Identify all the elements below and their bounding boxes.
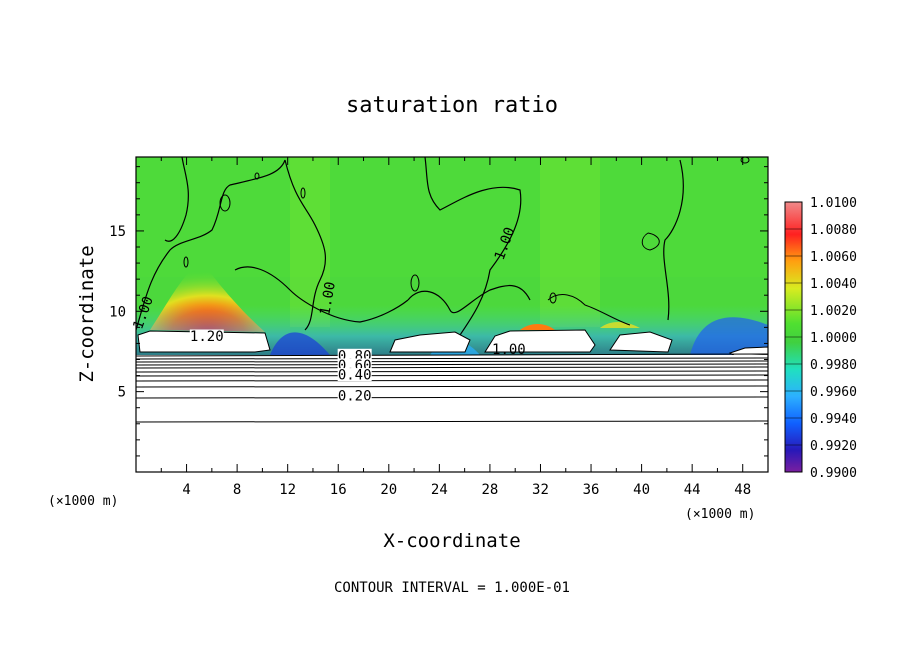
colorbar-label: 0.9980 xyxy=(810,358,857,373)
contour-label-bg xyxy=(189,329,224,343)
x-tick-label: 20 xyxy=(380,482,397,498)
x-axis: 4 8 12 16 20 24 28 32 36 40 44 48 xyxy=(160,157,751,498)
contour-label: 1.00 xyxy=(317,280,339,316)
x-unit-right: (×1000 m) xyxy=(685,507,755,522)
colorbar-label: 1.0060 xyxy=(810,250,857,265)
contour-label-group: 0.40 xyxy=(337,368,372,384)
contour-label: 0.20 xyxy=(338,388,372,404)
x-tick-label: 36 xyxy=(583,482,600,498)
plot-frame xyxy=(135,156,769,473)
colorbar-label: 0.9900 xyxy=(810,466,857,481)
contour-interval-text: CONTOUR INTERVAL = 1.000E-01 xyxy=(334,580,570,596)
contour-label: 1.00 xyxy=(492,342,526,358)
y-axis: 5 10 15 xyxy=(109,166,768,457)
y-tick-label: 5 xyxy=(118,385,126,401)
contour-label: 0.40 xyxy=(338,368,372,384)
x-tick-label: 44 xyxy=(684,482,701,498)
colorbar-label: 1.0100 xyxy=(810,196,857,211)
y-tick-label: 10 xyxy=(109,304,126,320)
colorbar-label: 1.0040 xyxy=(810,277,857,292)
x-tick-label: 4 xyxy=(182,482,190,498)
colorbar-label: 1.0000 xyxy=(810,331,857,346)
colorbar-label: 0.9920 xyxy=(810,439,857,454)
x-tick-label: 32 xyxy=(532,482,549,498)
plot-area xyxy=(136,157,768,472)
colorbar-label: 0.9960 xyxy=(810,385,857,400)
y-tick-label: 15 xyxy=(109,224,126,240)
x-unit-left: (×1000 m) xyxy=(48,494,118,509)
x-tick-label: 24 xyxy=(431,482,448,498)
x-tick-label: 28 xyxy=(481,482,498,498)
contour-label-group: 1.00 xyxy=(492,342,526,358)
x-tick-label: 16 xyxy=(330,482,347,498)
contour-label-group: 0.20 xyxy=(337,388,372,404)
contour-label-bg xyxy=(337,388,372,402)
colorbar-labels: 1.0100 1.0080 1.0060 1.0040 1.0020 1.0000 0.99… xyxy=(785,196,857,481)
y-axis-label: Z-coordinate xyxy=(76,245,98,382)
colorbar-label: 1.0020 xyxy=(810,304,857,319)
x-tick-label: 40 xyxy=(633,482,650,498)
contour-label-group: 1.00 xyxy=(317,280,339,316)
contour-label-group: 1.20 xyxy=(189,329,224,345)
x-tick-label: 12 xyxy=(279,482,296,498)
colorbar-label: 1.0080 xyxy=(810,223,857,238)
colorbar-label: 0.9940 xyxy=(810,412,857,427)
x-tick-label: 8 xyxy=(233,482,241,498)
contour-label-bg xyxy=(337,368,372,382)
contour-label: 1.20 xyxy=(190,329,224,345)
chart-title: saturation ratio xyxy=(346,93,558,118)
x-axis-label: X-coordinate xyxy=(383,530,520,552)
x-tick-label: 48 xyxy=(734,482,751,498)
